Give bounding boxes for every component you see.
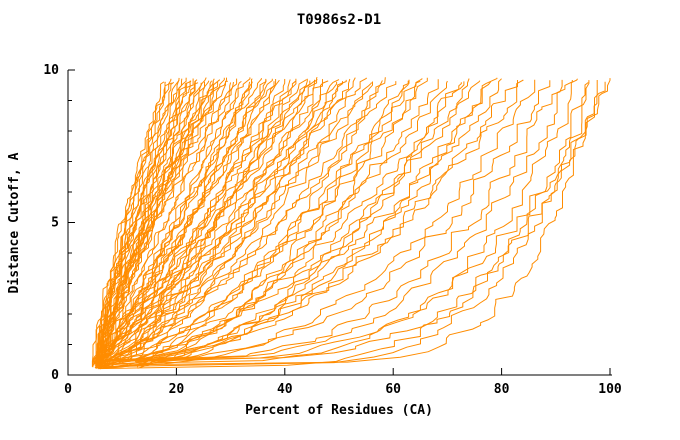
model-curve [130,80,421,361]
model-curve [94,82,188,366]
chart-title: T0986s2-D1 [297,12,381,28]
x-tick-label: 80 [494,382,510,397]
model-curve [98,81,251,366]
y-axis-label: Distance Cutoff, A [7,152,22,293]
x-tick-label: 0 [64,382,72,397]
model-curve [100,79,315,362]
model-curve [104,79,536,368]
model-curve [99,78,308,369]
model-curve [100,79,280,368]
model-curve [127,81,275,362]
model-curve [129,80,598,366]
model-curve [96,78,194,364]
x-axis-label: Percent of Residues (CA) [245,403,433,418]
model-curve [93,79,198,365]
y-tick-label: 0 [51,368,59,383]
model-curve [106,78,470,369]
model-curve [96,80,329,362]
model-curve [96,81,465,366]
model-curve [106,80,573,363]
model-curve [99,80,383,363]
model-curves-layer [91,77,611,370]
model-curve [94,80,311,363]
model-curve [102,80,551,361]
x-tick-label: 60 [385,382,401,397]
model-curve [99,80,228,365]
model-curve [134,78,318,362]
model-curve [97,78,423,369]
y-tick-label: 5 [51,216,59,231]
model-curve [124,82,462,363]
model-curve [100,77,318,367]
model-curve [124,81,253,362]
model-curve [101,81,175,363]
axes-layer: 0 20 40 60 80 100 0 5 10 [43,63,622,397]
model-curve [99,81,338,361]
x-tick-label: 40 [277,382,293,397]
model-curve [98,82,372,364]
model-curve [101,78,297,366]
model-curve [95,79,524,369]
model-curve [98,78,267,364]
model-curve [96,77,428,361]
model-curve [102,78,351,367]
model-curve [101,78,578,365]
model-curve [96,82,234,369]
model-curve [99,81,214,367]
model-curve [98,82,589,368]
model-curve [91,81,165,367]
model-curve [99,79,563,362]
model-curve [97,80,590,370]
model-curve [100,81,492,367]
y-tick-label: 10 [43,63,59,78]
model-curve [135,78,611,362]
model-curve [137,80,409,369]
model-curve [99,77,356,370]
model-curve [99,81,397,366]
model-curve [137,81,343,368]
model-curve [103,79,439,369]
x-tick-label: 20 [169,382,185,397]
x-tick-label: 100 [598,382,622,397]
model-curve [101,80,448,368]
model-curve [126,77,386,362]
model-curve [97,81,373,368]
